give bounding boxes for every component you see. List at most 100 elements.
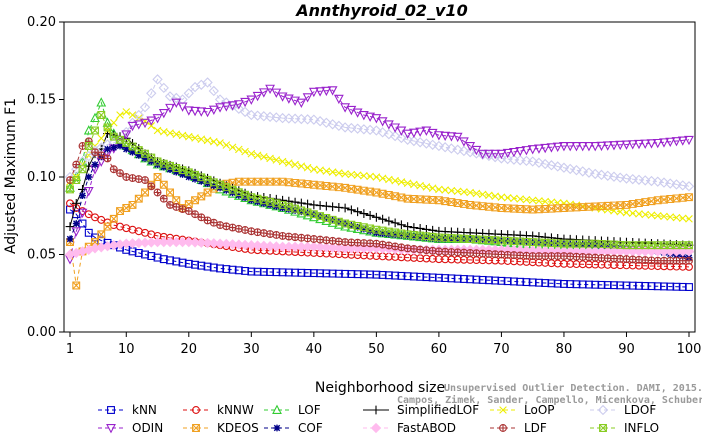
data-point [615, 172, 626, 183]
data-point [266, 230, 275, 238]
data-point [666, 213, 675, 221]
data-point [429, 234, 437, 242]
data-point [183, 106, 194, 116]
data-point [439, 142, 451, 153]
data-point [579, 241, 587, 248]
y-tick-label: 0.00 [27, 325, 56, 340]
data-point [577, 142, 588, 152]
credit-line-1: Unsupervised Outlier Detection. DAMI, 20… [444, 382, 702, 394]
data-point [291, 160, 299, 169]
legend-marker [273, 424, 281, 432]
data-point [177, 94, 188, 105]
data-point [416, 181, 424, 190]
data-point [683, 181, 695, 192]
data-point [383, 129, 395, 140]
data-point [241, 147, 249, 156]
data-point [335, 169, 343, 177]
data-point [415, 127, 426, 137]
data-point [659, 138, 669, 148]
data-point [584, 142, 594, 152]
data-point [333, 94, 344, 105]
data-point [366, 172, 374, 181]
data-point [85, 173, 93, 181]
data-point [640, 175, 651, 186]
legend-label: SimplifiedLOF [397, 403, 479, 417]
data-point [590, 142, 601, 152]
data-point [133, 109, 144, 121]
data-point [71, 227, 82, 237]
data-point [466, 188, 474, 197]
legend-marker [499, 424, 507, 432]
data-point [485, 191, 493, 200]
data-point [283, 94, 294, 104]
legend-marker [107, 406, 115, 414]
data-point [621, 173, 632, 184]
legend-marker [499, 406, 507, 414]
data-point [109, 118, 118, 127]
data-point [141, 228, 149, 237]
data-point [339, 122, 351, 133]
data-point [134, 227, 143, 236]
data-point [259, 229, 268, 237]
data-point [285, 205, 293, 213]
data-point [440, 131, 451, 142]
y-axis: 0.00 0.05 0.10 0.15 0.20 [27, 15, 64, 340]
data-point [135, 151, 143, 159]
data-point [671, 179, 682, 190]
data-point [546, 160, 557, 171]
data-point [341, 170, 349, 178]
data-point [565, 142, 576, 152]
data-point [546, 143, 557, 153]
series-kdeos [66, 173, 693, 290]
x-axis-label: Neighborhood size [315, 380, 445, 396]
data-point [190, 106, 200, 117]
data-point [153, 173, 162, 181]
data-point [171, 92, 182, 104]
data-point [641, 198, 650, 207]
x-tick-label: 20 [181, 342, 198, 357]
data-point [253, 151, 262, 160]
data-point [446, 143, 457, 154]
legend-item-ldof: LDOF [590, 403, 656, 417]
data-point [464, 147, 476, 158]
data-point [621, 140, 632, 150]
data-point [515, 147, 526, 157]
legend-item-knn: kNN [98, 403, 157, 417]
data-point [402, 129, 413, 139]
data-point [358, 111, 369, 121]
data-point [216, 139, 224, 147]
data-point [191, 134, 199, 142]
legend-item-cof: COF [264, 421, 323, 434]
data-point [84, 142, 93, 150]
data-point [547, 198, 556, 206]
data-point [628, 200, 637, 208]
data-point [458, 145, 470, 157]
data-point [102, 117, 113, 127]
data-point [310, 165, 318, 174]
data-point [458, 137, 469, 147]
data-point [340, 203, 350, 213]
data-point [598, 242, 605, 250]
data-point [285, 159, 293, 167]
legend-label: kNN [132, 403, 157, 417]
data-point [315, 87, 326, 97]
data-point [397, 231, 405, 239]
data-point [491, 192, 499, 201]
data-point [683, 246, 695, 257]
data-point [277, 92, 288, 102]
data-point [165, 103, 175, 114]
data-point [427, 128, 438, 139]
data-point [91, 161, 99, 168]
data-point [384, 216, 394, 226]
data-point [633, 174, 645, 185]
data-point [260, 153, 268, 161]
data-point [184, 200, 193, 209]
data-point [128, 111, 137, 119]
data-point [240, 97, 250, 108]
data-point [590, 168, 601, 180]
data-point [622, 200, 631, 209]
data-point [216, 221, 225, 229]
data-point [496, 153, 507, 164]
data-point [360, 225, 368, 233]
data-point [252, 110, 263, 121]
